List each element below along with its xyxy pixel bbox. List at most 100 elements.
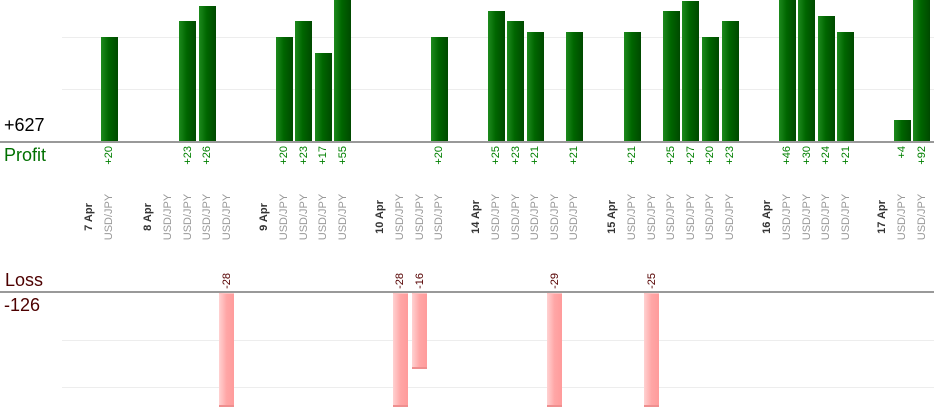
profit-value-label: +24 xyxy=(820,146,833,165)
profit-value-label: +21 xyxy=(568,146,581,165)
trade-symbol-label: USD/JPY xyxy=(839,193,852,241)
trade-symbol-label: USD/JPY xyxy=(684,193,697,241)
profit-value-label: +23 xyxy=(297,146,310,165)
profit-value-label: +20 xyxy=(278,146,290,165)
profit-bar xyxy=(701,37,719,141)
loss-value-label: -16 xyxy=(413,273,426,289)
profit-bar xyxy=(565,31,583,141)
date-label: 8 Apr xyxy=(142,203,155,231)
profit-value-label: +23 xyxy=(509,146,522,165)
profit-bar xyxy=(913,0,931,141)
profit-bar xyxy=(487,11,505,141)
gridline xyxy=(62,339,934,341)
trade-symbol-label: USD/JPY xyxy=(162,193,174,241)
trade-symbol-label: USD/JPY xyxy=(181,193,194,241)
trade-symbol-label: USD/JPY xyxy=(103,193,115,241)
loss-bar xyxy=(547,293,563,407)
trade-symbol-label: USD/JPY xyxy=(413,193,426,241)
profit-bar xyxy=(334,0,352,141)
profit-bar xyxy=(275,37,293,141)
profit-bar xyxy=(179,21,197,141)
trade-symbol-label: USD/JPY xyxy=(297,193,310,241)
profit-bar xyxy=(198,5,216,141)
trade-symbol-label: USD/JPY xyxy=(317,193,330,241)
profit-value-label: +17 xyxy=(317,146,330,165)
profit-bar xyxy=(507,21,525,141)
profit-value-label: +27 xyxy=(684,146,697,165)
profit-bar xyxy=(314,52,332,141)
trade-symbol-label: USD/JPY xyxy=(626,193,638,241)
trade-symbol-label: USD/JPY xyxy=(645,193,658,241)
trade-symbol-label: USD/JPY xyxy=(781,193,793,241)
profit-bar xyxy=(662,11,680,141)
profit-value-label: +4 xyxy=(896,146,908,159)
date-label: 14 Apr xyxy=(470,200,483,234)
loss-value-label: -28 xyxy=(220,273,233,289)
date-label: 16 Apr xyxy=(761,200,774,234)
profit-value-label: +25 xyxy=(665,146,678,165)
loss-value-label: -28 xyxy=(394,273,406,289)
date-label: 9 Apr xyxy=(258,203,271,231)
loss-bar xyxy=(412,293,428,369)
trade-symbol-label: USD/JPY xyxy=(568,193,581,241)
profit-value-label: +23 xyxy=(181,146,194,165)
trade-symbol-label: USD/JPY xyxy=(529,193,542,241)
profit-bar xyxy=(817,16,835,141)
trade-symbol-label: USD/JPY xyxy=(896,193,908,241)
profit-bar xyxy=(623,31,641,141)
loss-axis-label: Loss xyxy=(5,270,44,290)
trade-symbol-label: USD/JPY xyxy=(800,193,813,241)
trade-symbol-label: USD/JPY xyxy=(336,193,349,241)
trade-symbol-label: USD/JPY xyxy=(220,193,233,241)
gridline xyxy=(62,387,934,388)
trade-symbol-label: USD/JPY xyxy=(704,193,717,241)
trade-symbol-label: USD/JPY xyxy=(490,193,502,241)
profit-value-label: +55 xyxy=(336,146,349,165)
profit-value-label: +26 xyxy=(201,146,214,165)
profit-bar xyxy=(778,0,796,141)
trade-symbol-label: USD/JPY xyxy=(548,193,561,241)
profit-value-label: +20 xyxy=(704,146,717,165)
profit-bar xyxy=(430,37,448,141)
profit-bar xyxy=(721,21,739,141)
profit-value-label: +23 xyxy=(724,146,736,165)
date-label: 10 Apr xyxy=(374,200,387,234)
date-label: 17 Apr xyxy=(876,200,889,234)
profit-bar xyxy=(893,120,911,141)
profit-value-label: +21 xyxy=(839,146,852,165)
trade-symbol-label: USD/JPY xyxy=(820,193,833,241)
profit-total: +627 xyxy=(4,115,45,135)
profit-bar xyxy=(295,21,313,141)
loss-bar xyxy=(392,293,408,407)
loss-bar xyxy=(219,293,235,407)
profit-value-label: +21 xyxy=(626,146,638,165)
profit-bar xyxy=(798,0,816,141)
profit-bar xyxy=(682,0,700,141)
trade-symbol-label: USD/JPY xyxy=(509,193,522,241)
trade-symbol-label: USD/JPY xyxy=(724,193,736,241)
profit-value-label: +30 xyxy=(800,146,813,165)
profit-value-label: +46 xyxy=(781,146,793,165)
date-label: 15 Apr xyxy=(606,200,619,234)
trade-symbol-label: USD/JPY xyxy=(394,193,406,241)
profit-value-label: +92 xyxy=(915,146,928,165)
trade-symbol-label: USD/JPY xyxy=(665,193,678,241)
profit-bar xyxy=(100,37,118,141)
profit-value-label: +25 xyxy=(490,146,502,165)
trade-symbol-label: USD/JPY xyxy=(201,193,214,241)
profit-axis-label: Profit xyxy=(4,145,47,165)
profit-value-label: +21 xyxy=(529,146,542,165)
profit-axis-line xyxy=(0,141,934,143)
loss-value-label: -25 xyxy=(645,273,658,289)
profit-bar xyxy=(837,31,855,141)
profit-bar xyxy=(526,31,544,141)
trade-symbol-label: USD/JPY xyxy=(915,193,928,241)
trade-symbol-label: USD/JPY xyxy=(278,193,290,241)
loss-total: -126 xyxy=(4,295,41,315)
loss-value-label: -29 xyxy=(548,273,561,289)
date-label: 7 Apr xyxy=(83,203,96,231)
profit-value-label: +20 xyxy=(103,146,115,165)
profit-value-label: +20 xyxy=(433,146,446,165)
trade-symbol-label: USD/JPY xyxy=(433,193,446,241)
